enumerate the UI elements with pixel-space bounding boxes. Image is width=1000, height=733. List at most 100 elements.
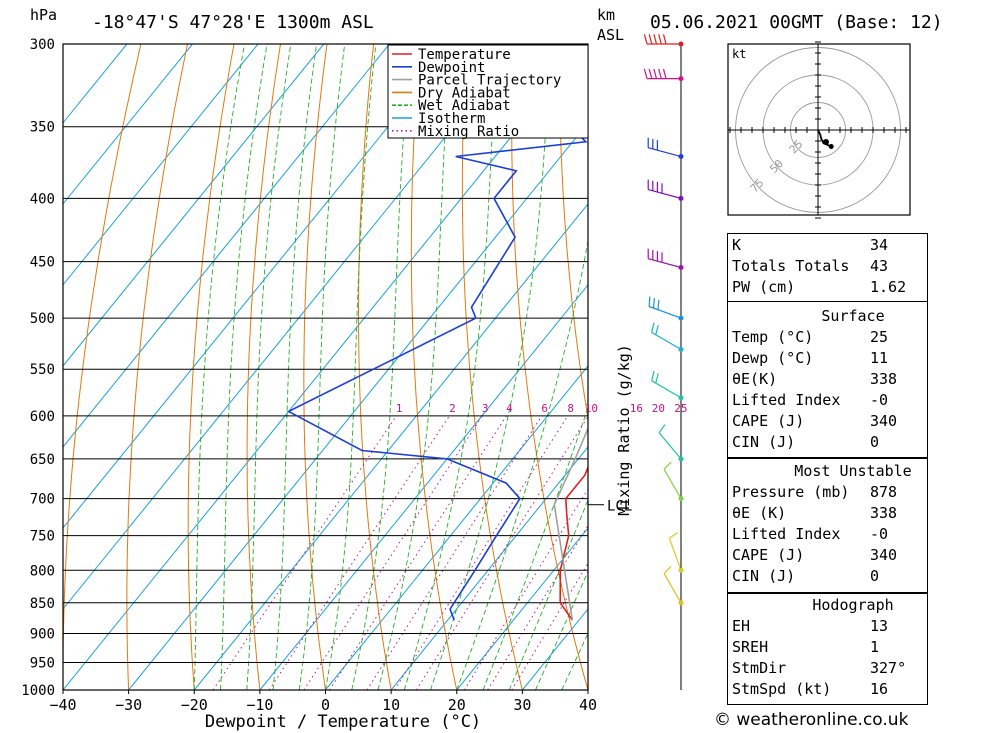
index-value: 340 (870, 545, 898, 564)
hodograph-indices-box (727, 593, 928, 705)
wind-barb-flag (651, 370, 655, 381)
index-label: PW (cm) (732, 277, 796, 296)
mixing-ratio-line (329, 415, 507, 690)
dry-adiabat-line (126, 44, 188, 690)
index-label: Lifted Index (732, 524, 841, 543)
index-value: 340 (870, 411, 898, 430)
temperature-tick-label: −40 (49, 696, 76, 714)
index-value: 878 (870, 482, 898, 501)
hodograph-endpoint (828, 144, 834, 149)
index-value: 338 (870, 503, 898, 522)
wind-barb (651, 380, 682, 399)
hodograph-indices-table: Hodograph EH 13 SREH 1 StmDir 327° StmSpd (kt) 1… (728, 594, 978, 699)
wet-adiabat-line (220, 44, 268, 690)
table-title-row: Most Unstable (728, 460, 978, 481)
isobar-lines (63, 44, 588, 690)
wind-barb (648, 189, 682, 199)
wind-barb-flag (658, 68, 662, 79)
most-unstable-table: Most Unstable Pressure (mb) 878 θE (K) 338 Li… (728, 460, 978, 586)
index-label: θE (K) (732, 503, 787, 522)
wind-barb-flag (652, 298, 655, 309)
wind-barb-flag (663, 461, 672, 470)
index-value: 0 (870, 432, 880, 451)
wet-adiabat-line (246, 44, 292, 690)
wind-barb-flag (669, 532, 678, 539)
index-label: SREH (732, 637, 769, 656)
isotherm-line (63, 44, 521, 610)
temperature-tick-label: 40 (579, 696, 597, 714)
index-label: Lifted Index (732, 390, 841, 409)
wind-barb-flag (651, 322, 655, 333)
pressure-tick-label: 900 (30, 627, 55, 643)
index-label: Totals Totals (732, 256, 850, 275)
index-value: 34 (870, 235, 889, 254)
copyright[interactable]: © weatheronline.co.uk (714, 710, 909, 730)
index-value: 338 (870, 369, 898, 388)
index-row: Lifted Index -0 (728, 389, 978, 410)
dry-adiabat-line (63, 44, 142, 690)
table-title: Hodograph (812, 595, 894, 614)
mixing-ratio-label: 2 (449, 402, 456, 415)
dry-adiabat-line (187, 44, 235, 690)
index-row: CAPE (J) 340 (728, 544, 978, 565)
indices-top-table: K 34 Totals Totals 43 PW (cm) 1.62 (728, 234, 978, 297)
pressure-unit-label: hPa (30, 6, 58, 24)
pressure-tick-label: 1000 (21, 683, 55, 699)
hodograph-unit-label: kt (732, 47, 746, 61)
index-value: -0 (870, 390, 889, 409)
index-label: CAPE (J) (732, 411, 805, 430)
wet-adiabat-line (351, 44, 412, 690)
index-row: K 34 (728, 234, 978, 255)
series-line-dewpoint (286, 44, 588, 621)
wind-barb-flag (643, 68, 648, 79)
series-line-parcel-trajectory (553, 426, 588, 621)
index-row: CIN (J) 0 (728, 565, 978, 586)
isotherm-line (325, 365, 588, 690)
index-row: Pressure (mb) 878 (728, 481, 978, 502)
isotherm-line (128, 122, 588, 690)
wind-barb (658, 432, 682, 460)
wind-barb (648, 305, 682, 319)
table-title: Most Unstable (794, 461, 912, 480)
table-title: Surface (821, 306, 885, 325)
wet-adiabat-line (272, 44, 318, 690)
index-label: EH (732, 616, 751, 635)
pressure-tick-label: 850 (30, 596, 55, 612)
wind-barb (668, 538, 682, 571)
wind-barb-flag (648, 296, 651, 307)
pressure-tick-label: 950 (30, 656, 55, 672)
pressure-tick-label: 700 (30, 492, 55, 508)
storm-motion-marker (823, 139, 829, 145)
index-label: K (732, 235, 742, 254)
wind-barb-flag (653, 68, 658, 79)
wind-barb (651, 331, 682, 350)
index-value: 11 (870, 348, 889, 367)
most-unstable-box (727, 458, 928, 593)
wet-adiabat-line (298, 44, 346, 690)
index-label: Temp (°C) (732, 327, 814, 346)
wind-barb (663, 573, 682, 604)
index-row: Lifted Index -0 (728, 523, 978, 544)
index-label: CAPE (J) (732, 545, 805, 564)
legend-label: Parcel Trajectory (418, 73, 561, 89)
wind-barb-flag (662, 34, 667, 45)
index-value: 43 (870, 256, 889, 275)
table-title-row: Hodograph (728, 594, 978, 615)
pressure-tick-label: 800 (30, 563, 55, 579)
legend-box (387, 44, 589, 139)
wet-adiabat-line (193, 44, 245, 690)
pressure-tick-label: 350 (30, 120, 55, 136)
index-row: CAPE (J) 340 (728, 410, 978, 431)
wind-barb-flag (648, 34, 653, 45)
index-value: 13 (870, 616, 889, 635)
index-row: EH 13 (728, 615, 978, 636)
index-label: CIN (J) (732, 566, 796, 585)
index-value: 16 (870, 679, 889, 698)
legend-label: Dewpoint (418, 60, 485, 76)
index-value: 25 (870, 327, 889, 346)
isotherm-line (63, 44, 325, 367)
pressure-tick-label: 550 (30, 362, 55, 378)
table-title-row: Surface (728, 305, 978, 326)
isotherm-line (390, 446, 588, 690)
isotherm-line (456, 527, 588, 690)
